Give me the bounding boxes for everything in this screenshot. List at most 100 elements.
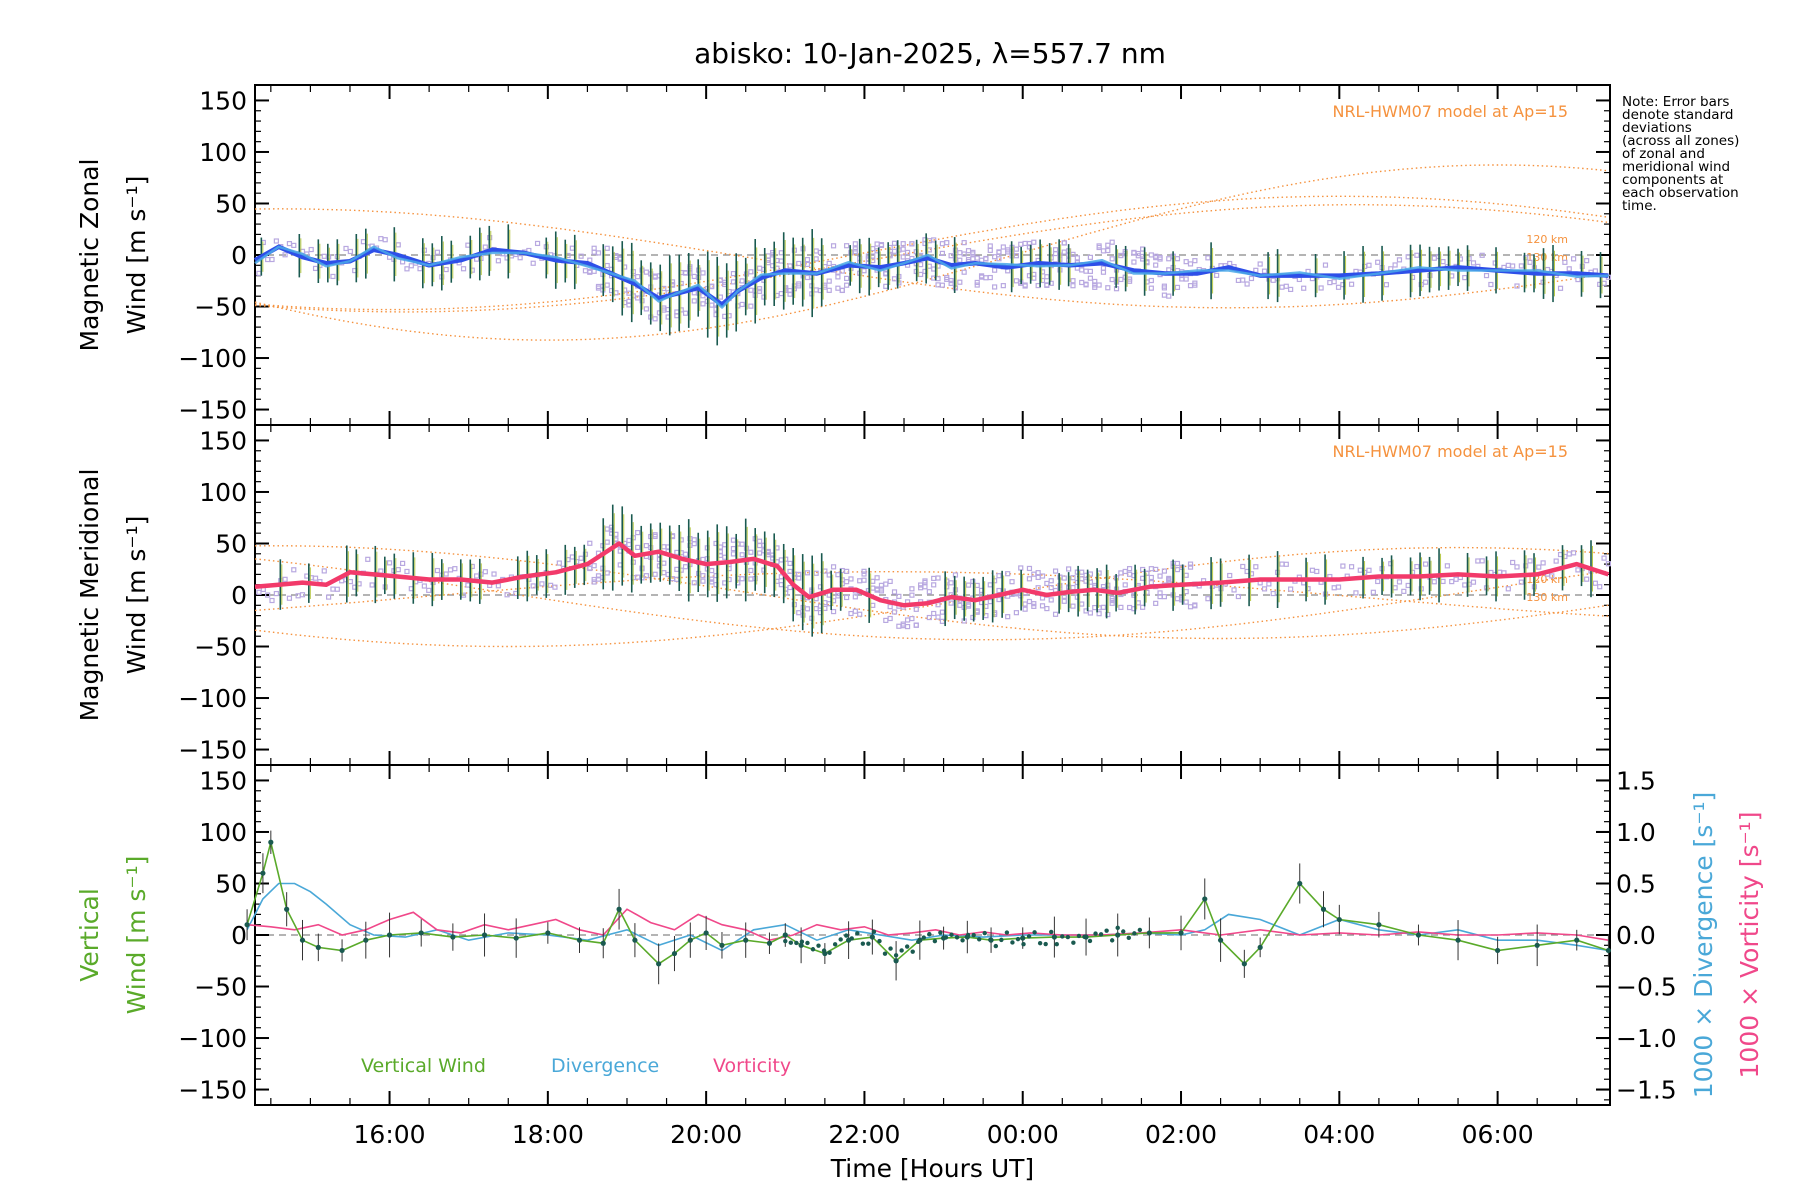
y-tick-label: −100 [178, 344, 247, 373]
scatter-point [1570, 550, 1577, 556]
scatter-point [1183, 259, 1189, 265]
vertical-wind-point [1336, 916, 1342, 923]
scatter-point [343, 245, 349, 252]
scatter-point [608, 524, 615, 530]
vertical-wind-point [1010, 940, 1015, 945]
model-label: NRL-HWM07 model at Ap=15 [1332, 442, 1568, 461]
scatter-point [965, 602, 972, 608]
scatter-point [922, 578, 928, 584]
scatter-point [935, 602, 941, 608]
scatter-point [1570, 256, 1577, 262]
scatter-point [739, 541, 745, 547]
vertical-wind-point [1605, 947, 1612, 954]
scatter-point [804, 261, 811, 267]
scatter-point [1240, 277, 1246, 283]
scatter-point [891, 240, 898, 246]
scatter-point [992, 254, 998, 260]
vertical-wind-point [783, 938, 788, 944]
scatter-point [1483, 272, 1490, 279]
scatter-point [726, 576, 732, 583]
vertical-wind-point [888, 946, 893, 951]
scatter-point [896, 623, 902, 629]
scatter-point [1018, 565, 1024, 571]
scatter-point [273, 590, 279, 597]
scatter-point [495, 258, 501, 264]
scatter-point [700, 270, 706, 276]
scatter-point [1005, 614, 1011, 620]
scatter-point [400, 560, 406, 567]
scatter-point [286, 241, 293, 247]
scatter-point [1109, 239, 1115, 245]
scatter-point [691, 298, 697, 304]
scatter-point [312, 575, 319, 581]
vertical-wind-point [545, 930, 551, 936]
scatter-point [817, 584, 824, 590]
scatter-point [700, 573, 706, 579]
scatter-point [1366, 262, 1372, 268]
note-line: meridional wind [1622, 159, 1731, 175]
vertical-wind-point [600, 940, 606, 946]
scatter-point [935, 263, 941, 269]
scatter-point [1174, 560, 1181, 567]
scatter-point [1122, 568, 1128, 575]
scatter-point [726, 313, 732, 319]
scatter-point [730, 545, 737, 552]
scatter-point [1005, 571, 1011, 577]
scatter-point [935, 614, 941, 620]
scatter-point [1388, 266, 1394, 272]
scatter-point [896, 593, 902, 599]
scatter-point [830, 243, 837, 249]
scatter-point [1009, 579, 1015, 585]
scatter-point [709, 302, 715, 308]
scatter-point [870, 602, 876, 608]
vertical-wind-point [284, 906, 290, 912]
scatter-point [887, 604, 893, 610]
vertical-wind-point [982, 930, 987, 936]
scatter-point [652, 571, 658, 577]
vertical-wind-point [1037, 940, 1043, 946]
scatter-point [1340, 563, 1346, 569]
scatter-point [1013, 610, 1019, 616]
scatter-point [556, 560, 562, 566]
scatter-point [796, 610, 802, 616]
scatter-point [295, 593, 301, 599]
scatter-point [308, 575, 314, 581]
y-tick-label: −50 [194, 293, 247, 322]
x-tick-label: 20:00 [670, 1120, 742, 1149]
vertical-wind-point [481, 932, 488, 938]
scatter-point [1153, 566, 1159, 573]
scatter-point [1357, 567, 1363, 573]
scatter-point [1335, 584, 1342, 590]
scatter-point [643, 306, 649, 312]
scatter-point [748, 287, 754, 293]
scatter-point [974, 279, 980, 286]
scatter-point [1348, 281, 1355, 287]
vertical-wind-point [877, 938, 882, 944]
scatter-point [635, 295, 641, 301]
scatter-point [1109, 256, 1115, 262]
scatter-point [1087, 610, 1093, 616]
scatter-point [935, 276, 941, 282]
scatter-point [996, 587, 1002, 594]
scatter-point [1592, 580, 1598, 586]
scatter-point [944, 274, 950, 281]
scatter-point [1187, 604, 1194, 610]
scatter-point [1488, 281, 1494, 288]
scatter-point [778, 258, 784, 264]
scatter-point [1083, 268, 1089, 274]
vertical-wind-point [999, 937, 1004, 943]
scatter-point [835, 269, 841, 275]
scatter-point [1039, 269, 1046, 275]
note-line: components at [1622, 172, 1724, 188]
scatter-point [1279, 284, 1285, 290]
scatter-point [1261, 268, 1268, 274]
scatter-point [1087, 254, 1093, 260]
scatter-point [1153, 600, 1159, 606]
scatter-point [987, 243, 993, 249]
legend-item: Divergence [551, 1055, 659, 1077]
scatter-point [1100, 248, 1107, 254]
scatter-point [926, 589, 932, 595]
scatter-point [1370, 589, 1376, 595]
scatter-point [852, 594, 858, 600]
scatter-point [591, 563, 597, 569]
